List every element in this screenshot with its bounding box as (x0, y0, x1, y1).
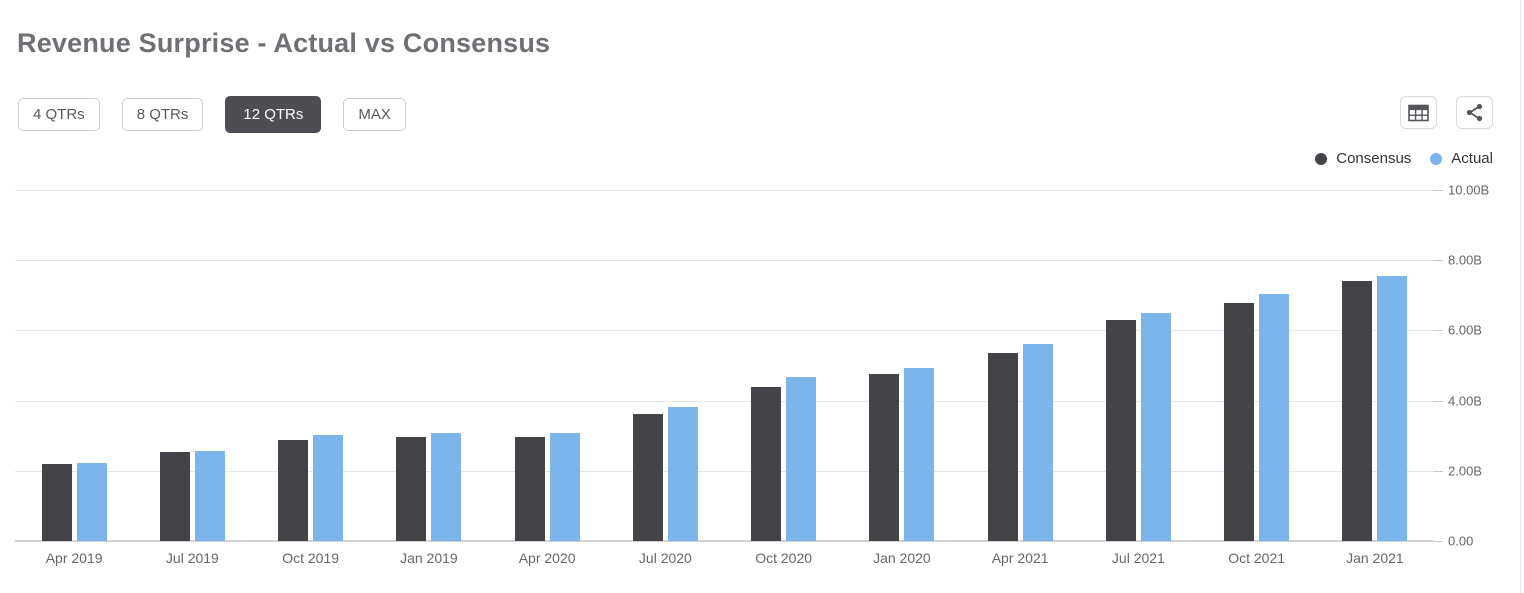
y-axis-label: 6.00B (1448, 322, 1482, 338)
gridline (15, 400, 1434, 402)
bar-consensus-apr-2021[interactable] (987, 352, 1018, 541)
bar-actual-oct-2019[interactable] (313, 435, 344, 541)
x-axis-label: Oct 2020 (755, 550, 813, 566)
bar-consensus-apr-2020[interactable] (514, 437, 545, 541)
x-axis-label: Apr 2019 (45, 550, 103, 566)
bar-consensus-jul-2019[interactable] (159, 452, 190, 541)
bar-consensus-jul-2020[interactable] (632, 413, 663, 541)
chart-action-buttons (1400, 96, 1493, 129)
chart-legend: Consensus Actual (1315, 150, 1493, 167)
bar-consensus-jan-2020[interactable] (869, 373, 900, 541)
x-axis-label: Jul 2021 (1111, 550, 1165, 566)
x-axis-label: Jan 2020 (873, 550, 931, 566)
bar-actual-jan-2021[interactable] (1377, 275, 1408, 541)
bar-consensus-apr-2019[interactable] (41, 464, 72, 541)
y-axis-tick (1434, 541, 1443, 542)
x-axis-label: Jul 2019 (165, 550, 219, 566)
bar-actual-jul-2019[interactable] (194, 450, 225, 541)
x-axis-label: Jan 2019 (400, 550, 458, 566)
bar-actual-jan-2019[interactable] (431, 433, 462, 541)
plot-area: 10.00B 8.00B 6.00B 4.00B 2.00B 0.00 Apr 2019 Ju… (15, 183, 1489, 566)
y-axis-tick (1434, 400, 1443, 402)
x-axis-label: Jul 2020 (638, 550, 692, 566)
x-axis-label: Apr 2021 (991, 550, 1049, 566)
y-axis-tick (1434, 190, 1443, 191)
y-axis-label: 2.00B (1448, 463, 1482, 479)
page-divider (1520, 0, 1521, 593)
bar-consensus-jul-2021[interactable] (1105, 320, 1136, 541)
gridline (15, 190, 1434, 191)
page-title: Revenue Surprise - Actual vs Consensus (17, 28, 551, 59)
bar-consensus-oct-2019[interactable] (278, 439, 309, 541)
gridline (15, 330, 1434, 332)
bar-actual-oct-2021[interactable] (1259, 293, 1290, 541)
y-axis-label: 10.00B (1448, 182, 1490, 198)
bar-actual-jan-2020[interactable] (904, 367, 935, 541)
range-button-4-qtrs[interactable]: 4 QTRs (18, 98, 100, 131)
bar-actual-jul-2020[interactable] (667, 406, 698, 541)
share-icon (1465, 103, 1484, 122)
bar-consensus-jan-2019[interactable] (396, 437, 427, 541)
bar-actual-apr-2019[interactable] (76, 463, 107, 541)
bar-actual-apr-2020[interactable] (549, 433, 580, 541)
y-axis-tick (1434, 470, 1443, 472)
range-button-8-qtrs[interactable]: 8 QTRs (121, 98, 204, 131)
bar-actual-jul-2021[interactable] (1140, 313, 1171, 541)
x-axis-line (15, 540, 1434, 542)
legend-item-actual[interactable]: Actual (1430, 150, 1493, 167)
y-axis-tick (1434, 330, 1443, 332)
x-axis-label: Apr 2020 (518, 550, 576, 566)
legend-marker-consensus (1315, 152, 1328, 165)
gridline (15, 260, 1434, 262)
legend-label: Consensus (1336, 150, 1412, 167)
legend-label: Actual (1451, 150, 1493, 167)
share-button[interactable] (1456, 96, 1493, 129)
y-axis-label: 8.00B (1448, 252, 1482, 268)
bar-actual-apr-2021[interactable] (1022, 344, 1053, 541)
bar-consensus-oct-2021[interactable] (1224, 303, 1255, 541)
bar-consensus-oct-2020[interactable] (751, 386, 782, 541)
range-button-max[interactable]: MAX (343, 98, 406, 131)
legend-item-consensus[interactable]: Consensus (1315, 150, 1411, 167)
x-axis-label: Oct 2019 (282, 550, 340, 566)
y-axis-tick (1434, 260, 1443, 262)
x-axis-label: Oct 2021 (1228, 550, 1286, 566)
data-table-button[interactable] (1400, 96, 1437, 129)
data-table-icon (1408, 104, 1429, 122)
gridline (15, 470, 1434, 472)
bar-actual-oct-2020[interactable] (786, 377, 817, 541)
legend-marker-actual (1430, 152, 1443, 165)
y-axis-label: 4.00B (1448, 393, 1482, 409)
bar-consensus-jan-2021[interactable] (1342, 280, 1373, 541)
range-button-group: 4 QTRs 8 QTRs 12 QTRs MAX (18, 96, 406, 133)
y-axis-label: 0.00 (1448, 533, 1474, 549)
x-axis-label: Jan 2021 (1346, 550, 1404, 566)
range-button-12-qtrs[interactable]: 12 QTRs (225, 96, 322, 133)
